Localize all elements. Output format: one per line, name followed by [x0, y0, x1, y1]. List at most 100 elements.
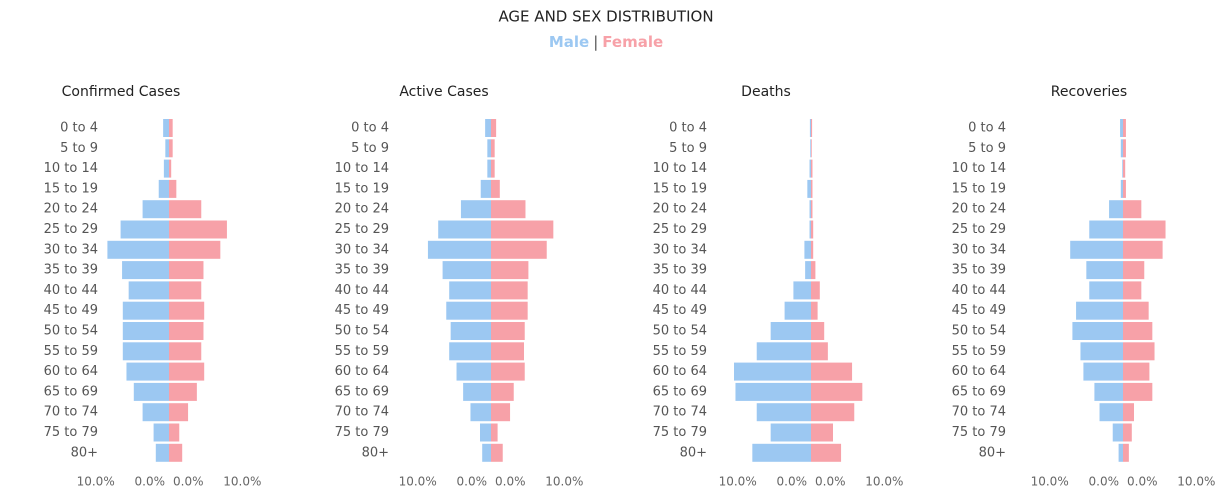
bar: [811, 423, 833, 442]
category-label: 35 to 39: [653, 263, 707, 278]
bar: [480, 423, 491, 442]
category-label: 15 to 19: [653, 181, 707, 196]
bar: [155, 443, 169, 462]
x-tick-label: 0.0%: [777, 475, 808, 489]
bar: [122, 322, 169, 340]
bar: [756, 342, 811, 361]
category-label: 80+: [979, 445, 1006, 460]
category-label: 55 to 59: [335, 344, 389, 359]
bar: [811, 322, 825, 340]
bar: [128, 281, 169, 300]
bar: [1123, 200, 1142, 219]
category-label: 75 to 79: [44, 425, 98, 440]
bar: [165, 139, 169, 158]
panel-title: Active Cases: [399, 84, 488, 100]
bar: [811, 261, 816, 280]
bar: [169, 342, 202, 361]
bar: [1099, 403, 1123, 422]
bar: [491, 240, 547, 259]
x-tick-label: 10.0%: [77, 475, 115, 489]
legend-female: Female: [602, 33, 663, 51]
bar: [1123, 342, 1155, 361]
bar: [491, 281, 528, 300]
bar: [756, 403, 811, 422]
bar: [811, 443, 842, 462]
bar: [1123, 179, 1126, 198]
category-label: 55 to 59: [952, 344, 1006, 359]
category-label: 65 to 69: [335, 384, 389, 399]
category-label: 50 to 54: [653, 324, 707, 339]
bar: [491, 220, 554, 239]
bar: [463, 382, 491, 401]
bar: [811, 382, 863, 401]
bar: [811, 159, 813, 178]
bar: [1123, 159, 1126, 178]
category-label: 30 to 34: [335, 242, 389, 257]
category-label: 70 to 74: [952, 405, 1006, 420]
category-label: 30 to 34: [44, 242, 98, 257]
category-label: 20 to 24: [335, 202, 389, 217]
bar: [107, 240, 169, 259]
category-label: 45 to 49: [952, 303, 1006, 318]
category-label: 45 to 49: [653, 303, 707, 318]
bar: [1123, 362, 1150, 381]
bar: [126, 362, 169, 381]
bar: [770, 322, 811, 340]
bar: [1123, 423, 1132, 442]
bar: [491, 179, 500, 198]
bar: [491, 301, 528, 320]
bar: [1083, 362, 1123, 381]
bar: [158, 179, 169, 198]
legend-separator: |: [593, 33, 598, 51]
bar: [169, 179, 177, 198]
bar: [442, 261, 491, 280]
category-label: 80+: [71, 445, 98, 460]
bar: [460, 200, 491, 219]
category-label: 75 to 79: [952, 425, 1006, 440]
category-label: 65 to 69: [44, 384, 98, 399]
bar: [1123, 322, 1153, 340]
bar: [811, 179, 813, 198]
bar: [122, 301, 169, 320]
bar: [456, 362, 491, 381]
x-tick-label: 10.0%: [399, 475, 437, 489]
bar: [491, 119, 497, 137]
category-label: 5 to 9: [669, 141, 707, 156]
bar: [809, 220, 811, 239]
bar: [1123, 220, 1166, 239]
bar: [752, 443, 811, 462]
bar: [811, 200, 813, 219]
category-label: 70 to 74: [653, 405, 707, 420]
bar: [491, 200, 526, 219]
bar: [1120, 139, 1123, 158]
category-label: 30 to 34: [952, 242, 1006, 257]
bar: [169, 362, 205, 381]
x-tick-label: 10.0%: [865, 475, 903, 489]
category-label: 5 to 9: [60, 141, 98, 156]
category-label: 60 to 64: [335, 364, 389, 379]
bar: [169, 382, 197, 401]
bar: [169, 159, 172, 178]
category-label: 65 to 69: [952, 384, 1006, 399]
x-tick-label: 10.0%: [719, 475, 757, 489]
category-label: 10 to 14: [653, 161, 707, 176]
bar: [485, 119, 491, 137]
bar: [169, 119, 173, 137]
x-tick-label: 0.0%: [1127, 475, 1158, 489]
category-label: 70 to 74: [44, 405, 98, 420]
bar: [450, 322, 491, 340]
bar: [133, 382, 169, 401]
category-label: 20 to 24: [952, 202, 1006, 217]
category-label: 10 to 14: [335, 161, 389, 176]
legend-male: Male: [549, 33, 589, 51]
main-title: AGE AND SEX DISTRIBUTION: [498, 8, 713, 26]
bar: [1070, 240, 1123, 259]
bar: [169, 200, 202, 219]
category-label: 25 to 29: [335, 222, 389, 237]
bar: [1120, 119, 1123, 137]
category-label: 40 to 44: [952, 283, 1006, 298]
category-label: 30 to 34: [653, 242, 707, 257]
bar: [810, 139, 811, 158]
bar: [811, 301, 818, 320]
bar: [734, 362, 811, 381]
